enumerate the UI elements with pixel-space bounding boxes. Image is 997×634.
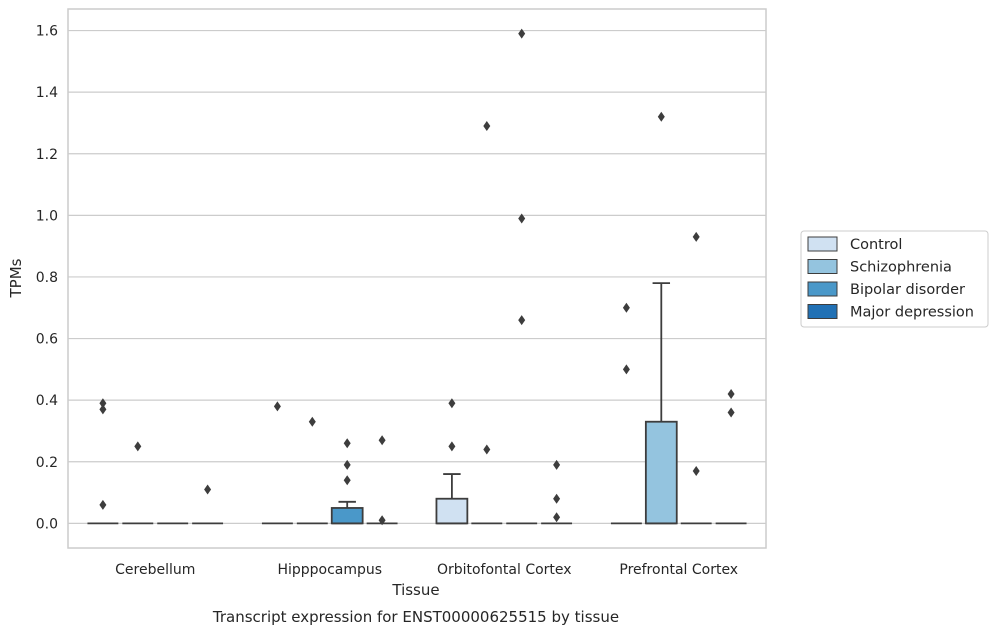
y-tick-label: 1.2 (36, 147, 58, 163)
outlier-point (692, 231, 700, 242)
y-tick-labels: 0.0 0.2 0.4 0.6 0.8 1.0 1.2 1.4 1.6 (36, 24, 58, 533)
chart-caption: Transcript expression for ENST0000062551… (212, 608, 619, 626)
box (330, 507, 364, 525)
outlier-point (378, 435, 386, 446)
outlier-point (343, 438, 351, 449)
x-tick-labels: Cerebellum Hipppocampus Orbitofontal Corte… (115, 562, 738, 578)
outlier-point (483, 444, 491, 455)
y-tick-label: 0.2 (36, 455, 58, 471)
legend-label: Schizophrenia (850, 260, 952, 276)
outlier-point (99, 404, 107, 415)
outlier-point (308, 416, 316, 427)
outlier-point (99, 499, 107, 510)
y-tick-label: 0.6 (36, 332, 58, 348)
y-tick-label: 0.4 (36, 393, 58, 409)
outlier-point (553, 459, 561, 470)
outlier-point (518, 315, 526, 326)
y-tick-label: 1.4 (36, 85, 58, 101)
legend-swatch (807, 304, 838, 319)
outlier-point (622, 364, 630, 375)
legend-swatch (807, 259, 838, 274)
outlier-point (343, 475, 351, 486)
x-tick-label: Orbitofontal Cortex (437, 562, 572, 578)
outlier-point (518, 28, 526, 39)
outlier-point (727, 407, 735, 418)
x-tick-label: Cerebellum (115, 562, 195, 578)
outlier-point (204, 484, 212, 495)
outlier-point (553, 512, 561, 523)
legend-label: Bipolar disorder (850, 282, 965, 298)
box (644, 420, 678, 525)
legend-label: Control (850, 237, 902, 253)
y-tick-label: 1.0 (36, 208, 58, 224)
outlier-point (448, 441, 456, 452)
x-tick-label: Hipppocampus (277, 562, 382, 578)
outlier-point (622, 302, 630, 313)
legend-frame (800, 230, 989, 328)
outlier-point (273, 401, 281, 412)
outlier-point (343, 459, 351, 470)
legend-label: Major depression (850, 305, 974, 321)
legend-swatch (807, 281, 838, 297)
outlier-point (553, 493, 561, 504)
y-axis-label: TPMs (7, 258, 25, 298)
y-tick-label: 0.0 (36, 516, 58, 532)
outlier-point (657, 111, 665, 122)
x-tick-label: Prefrontal Cortex (619, 562, 738, 578)
outlier-point (378, 515, 386, 526)
x-axis-label: Tissue (391, 581, 439, 599)
y-tick-label: 1.6 (36, 24, 58, 40)
outlier-point (692, 466, 700, 476)
outlier-point (727, 389, 735, 399)
outlier-point (448, 398, 456, 409)
box (435, 497, 469, 525)
y-tick-label: 0.8 (36, 270, 58, 286)
outlier-point (99, 398, 107, 409)
outlier-point (134, 441, 142, 452)
legend-swatch (807, 236, 838, 252)
legend: Control Schizophrenia Bipolar disorder Majo… (800, 230, 989, 328)
outlier-point (483, 121, 491, 132)
outlier-point (518, 213, 526, 224)
boxes (87, 28, 747, 526)
